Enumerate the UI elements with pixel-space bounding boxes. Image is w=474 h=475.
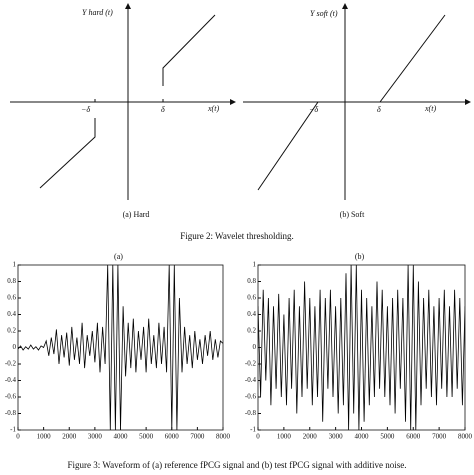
figure-caption: Figure 2: Wavelet thresholding. xyxy=(180,231,294,241)
y-tick-label: -0.8 xyxy=(5,409,17,417)
y-tick-label: 0.4 xyxy=(7,310,16,318)
y-tick-label: -0.4 xyxy=(5,376,17,384)
y-tick-label: 0.6 xyxy=(247,294,256,302)
y-tick-label: 0.4 xyxy=(247,310,256,318)
x-label: x(t) xyxy=(424,104,436,113)
x-tick-label: 3000 xyxy=(329,433,344,441)
y-tick-label: -1 xyxy=(250,426,256,434)
y-tick-label: -0.6 xyxy=(5,393,17,401)
y-tick-label: -0.2 xyxy=(5,360,17,368)
y-tick-label: 0.2 xyxy=(7,327,16,335)
y-tick-label: 1 xyxy=(253,261,257,269)
y-tick-label: -0.2 xyxy=(245,360,257,368)
x-tick-label: 0 xyxy=(256,433,260,441)
y-tick-label: 0.8 xyxy=(247,277,256,285)
panel-caption: (a) Hard xyxy=(123,210,150,219)
panel-label: (b) xyxy=(355,252,365,261)
x-tick-label: 1000 xyxy=(37,433,52,441)
y-label: Y hard (t) xyxy=(82,8,113,17)
x-tick-label: 7000 xyxy=(432,433,447,441)
y-tick-label: -0.6 xyxy=(245,393,257,401)
x-tick-label: 7000 xyxy=(190,433,205,441)
plots: -1 -0.8 -0.6 -0.4 -0.2 0 0.2 0.4 0.6 0.8 1 0 1000 200… xyxy=(5,252,473,441)
y-label: Y soft (t) xyxy=(310,9,338,18)
hard-threshold-diagram: Y hard (t) x(t) −δ δ (a) Hard xyxy=(10,3,236,219)
pos-delta: δ xyxy=(161,105,165,114)
figure-caption: Figure 3: Waveform of (a) reference fPCG… xyxy=(67,460,406,470)
x-tick-label: 0 xyxy=(16,433,20,441)
y-tick-label: -0.4 xyxy=(245,376,257,384)
x-tick-label: 8000 xyxy=(216,433,231,441)
x-tick-label: 6000 xyxy=(406,433,421,441)
signal-line xyxy=(258,265,465,430)
pos-delta: δ xyxy=(377,105,381,114)
x-tick-label: 2000 xyxy=(303,433,318,441)
x-tick-label: 4000 xyxy=(355,433,370,441)
y-tick-label: -1 xyxy=(10,426,16,434)
x-tick-label: 6000 xyxy=(165,433,180,441)
x-tick-label: 5000 xyxy=(139,433,154,441)
y-tick-label: 1 xyxy=(13,261,17,269)
panel-caption: (b) Soft xyxy=(340,210,365,219)
x-tick-label: 8000 xyxy=(458,433,473,441)
x-tick-label: 4000 xyxy=(114,433,129,441)
soft-curve xyxy=(257,14,446,191)
x-tick-label: 3000 xyxy=(88,433,103,441)
plot-frame xyxy=(257,264,466,431)
x-tick-label: 2000 xyxy=(62,433,77,441)
panel-label: (a) xyxy=(114,252,123,261)
y-tick-label: -0.8 xyxy=(245,409,257,417)
neg-delta: −δ xyxy=(309,105,318,114)
y-tick-label: 0.2 xyxy=(247,327,256,335)
y-tick-label: 0.6 xyxy=(7,294,16,302)
x-label: x(t) xyxy=(207,104,219,113)
soft-threshold-diagram: Y soft (t) x(t) −δ δ (b) Soft xyxy=(243,3,471,219)
y-tick-label: 0.8 xyxy=(7,277,16,285)
neg-delta: −δ xyxy=(81,105,90,114)
x-tick-label: 1000 xyxy=(277,433,292,441)
signal-line xyxy=(18,265,223,430)
x-tick-label: 5000 xyxy=(380,433,395,441)
y-tick-label: 0 xyxy=(253,343,257,351)
hard-curve-neg xyxy=(39,118,96,189)
hard-curve-pos xyxy=(162,14,216,86)
y-tick-label: 0 xyxy=(13,343,17,351)
